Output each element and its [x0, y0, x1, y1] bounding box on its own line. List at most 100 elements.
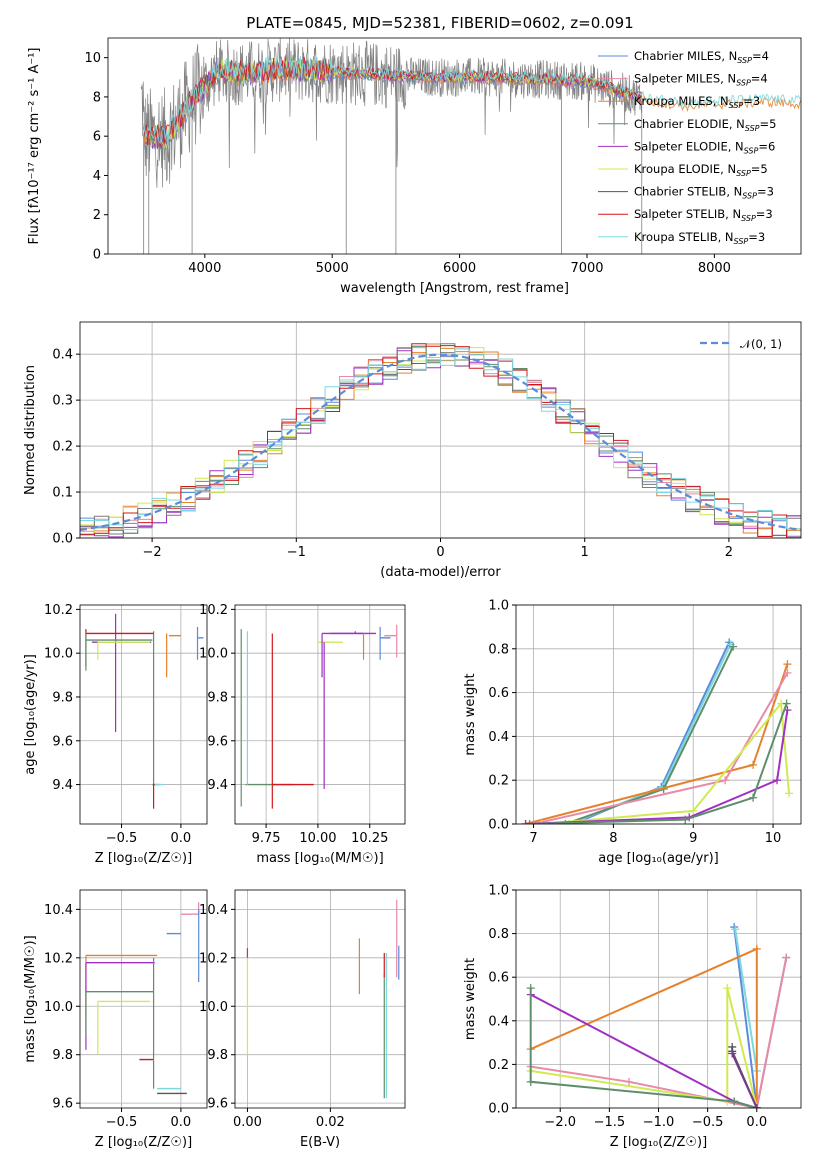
- x-tick-label: 0.02: [316, 1115, 345, 1130]
- axes-frame: [234, 889, 406, 1109]
- data-point: [97, 641, 151, 660]
- legend-entry: Chabrier ELODIE, NSSP=5: [634, 117, 776, 133]
- y-tick-label: 10.2: [44, 951, 73, 966]
- axes: −0.5 0.0 9.4 9.6 9.8 10.0 10.2 Z [log₁₀(Z/Z☉)] a…: [23, 603, 208, 866]
- y-tick-label: 10.0: [199, 647, 228, 662]
- series-marker: [782, 699, 791, 708]
- y-tick-label: 10.2: [199, 603, 228, 618]
- series-marker: [521, 820, 530, 824]
- y-tick-label: 10.2: [44, 603, 73, 618]
- data-point: [85, 629, 154, 667]
- x-tick-label: 5000: [316, 261, 349, 276]
- x-tick-label: 10.25: [351, 831, 388, 846]
- x-tick-label: −1: [287, 545, 306, 560]
- y-tick-label: 0.0: [488, 1102, 509, 1117]
- x-tick-label: −1.0: [643, 1115, 675, 1130]
- age-vs-metallicity-panel: −0.5 0.0 9.4 9.6 9.8 10.0 10.2 Z [log₁₀(Z/Z☉)] a…: [23, 603, 208, 866]
- spectrum-legend: Chabrier MILES, NSSP=4 Salpeter MILES, NS…: [598, 49, 776, 246]
- series-marker: [721, 776, 730, 785]
- plot-area: [246, 899, 400, 1099]
- x-tick-label: −2.0: [544, 1115, 576, 1130]
- y-tick-label: 9.4: [207, 778, 228, 793]
- series-line: [533, 672, 789, 824]
- x-tick-label: 7000: [570, 261, 603, 276]
- plot-area: [85, 613, 204, 809]
- x-tick-label: −1.5: [594, 1115, 626, 1130]
- y-tick-label: 0.2: [488, 774, 509, 789]
- y-tick-label: 0.0: [488, 818, 509, 833]
- x-tick-label: 2: [725, 545, 733, 560]
- x-axis-label: wavelength [Angstrom, rest frame]: [340, 281, 569, 296]
- data-point: [85, 633, 153, 671]
- series-line: [529, 988, 758, 1108]
- data-point: [152, 631, 160, 786]
- weight-vs-age-panel: 7 8 9 10 0.0 0.2 0.4 0.6 0.8 1.0 age [log₁₀(age/yr…: [463, 599, 802, 866]
- y-tick-label: 1.0: [488, 599, 509, 614]
- x-tick-label: 8: [609, 831, 617, 846]
- series-marker: [785, 789, 794, 798]
- data-point: [97, 1000, 151, 1055]
- data-point: [384, 624, 398, 658]
- series-marker: [728, 1049, 737, 1058]
- legend-entry: Chabrier STELIB, NSSP=3: [634, 185, 774, 201]
- y-tick-label: 0.4: [488, 1014, 509, 1029]
- x-tick-label: 0: [436, 545, 444, 560]
- y-tick-label: 10.4: [44, 903, 73, 918]
- grid-lines: [80, 890, 207, 1108]
- weight-vs-metallicity-panel: −2.0 −1.5 −1.0 −0.5 0.0 0.0 0.2 0.4 0.6 0.8 1.0 Z […: [463, 884, 802, 1150]
- plot-area: [240, 624, 398, 809]
- residual-histogram-panel: −2 −1 0 1 2 0.0 0.1 0.2 0.3 0.4 (data-model)/error…: [23, 321, 802, 580]
- legend-entry: Salpeter STELIB, NSSP=3: [634, 207, 773, 223]
- series-marker: [526, 1077, 535, 1086]
- y-tick-label: 9.6: [207, 734, 228, 749]
- mass-vs-reddening-panel: 0.00 0.02 9.6 9.8 10.0 10.2 10.4 E(B-V): [199, 889, 406, 1150]
- x-axis-label: age [log₁₀(age/yr)]: [598, 851, 719, 866]
- plot-area: [521, 638, 794, 824]
- legend-entry: Kroupa STELIB, NSSP=3: [634, 230, 765, 246]
- data-point: [321, 632, 364, 678]
- y-axis-label: mass weight: [463, 673, 478, 755]
- legend-entry: Salpeter ELODIE, NSSP=6: [634, 139, 775, 155]
- y-tick-label: 10.0: [199, 1000, 228, 1015]
- x-tick-label: 7: [529, 831, 537, 846]
- x-tick-label: 8000: [698, 261, 731, 276]
- x-tick-label: 10: [765, 831, 782, 846]
- y-tick-label: 0.6: [488, 971, 509, 986]
- series-marker: [689, 806, 698, 815]
- x-tick-label: 0.0: [746, 1115, 767, 1130]
- series-marker: [625, 1077, 634, 1086]
- legend-entry: Kroupa ELODIE, NSSP=5: [634, 162, 768, 178]
- axes-frame: [79, 889, 208, 1109]
- axes: 0.00 0.02 9.6 9.8 10.0 10.2 10.4 E(B-V): [199, 889, 406, 1150]
- series-marker: [752, 1104, 761, 1108]
- series-line: [530, 957, 788, 1108]
- y-tick-label: 0.0: [52, 532, 73, 547]
- x-axis-label: E(B-V): [300, 1135, 340, 1150]
- x-tick-label: −0.5: [106, 831, 138, 846]
- series-marker: [529, 820, 538, 824]
- y-tick-label: 9.6: [207, 1097, 228, 1112]
- series-line: [530, 987, 758, 1108]
- series-marker: [773, 776, 782, 785]
- y-tick-label: 6: [93, 130, 101, 145]
- x-tick-label: 10.00: [299, 831, 336, 846]
- y-tick-label: 0.2: [488, 1058, 509, 1073]
- series-marker: [783, 668, 792, 677]
- series-marker: [723, 984, 732, 993]
- y-tick-label: 10.0: [44, 647, 73, 662]
- gaussian-curve: [80, 353, 801, 531]
- x-tick-label: 1: [581, 545, 589, 560]
- y-tick-label: 9.8: [52, 1048, 73, 1063]
- series-marker: [525, 820, 534, 824]
- legend-entry: Salpeter MILES, NSSP=4: [634, 72, 768, 88]
- observed-spectrum-line: [140, 38, 642, 188]
- y-tick-label: 9.8: [52, 690, 73, 705]
- axes-frame: [79, 321, 802, 539]
- series-line: [733, 926, 788, 1108]
- axes-frame: [515, 889, 802, 1109]
- y-tick-label: 9.8: [207, 1048, 228, 1063]
- mass-vs-metallicity-panel: −0.5 0.0 9.6 9.8 10.0 10.2 10.4 Z [log₁₀(Z/Z☉)]…: [23, 889, 208, 1150]
- y-axis-label: mass [log₁₀(M/M☉)]: [23, 935, 38, 1062]
- series-marker: [783, 660, 792, 669]
